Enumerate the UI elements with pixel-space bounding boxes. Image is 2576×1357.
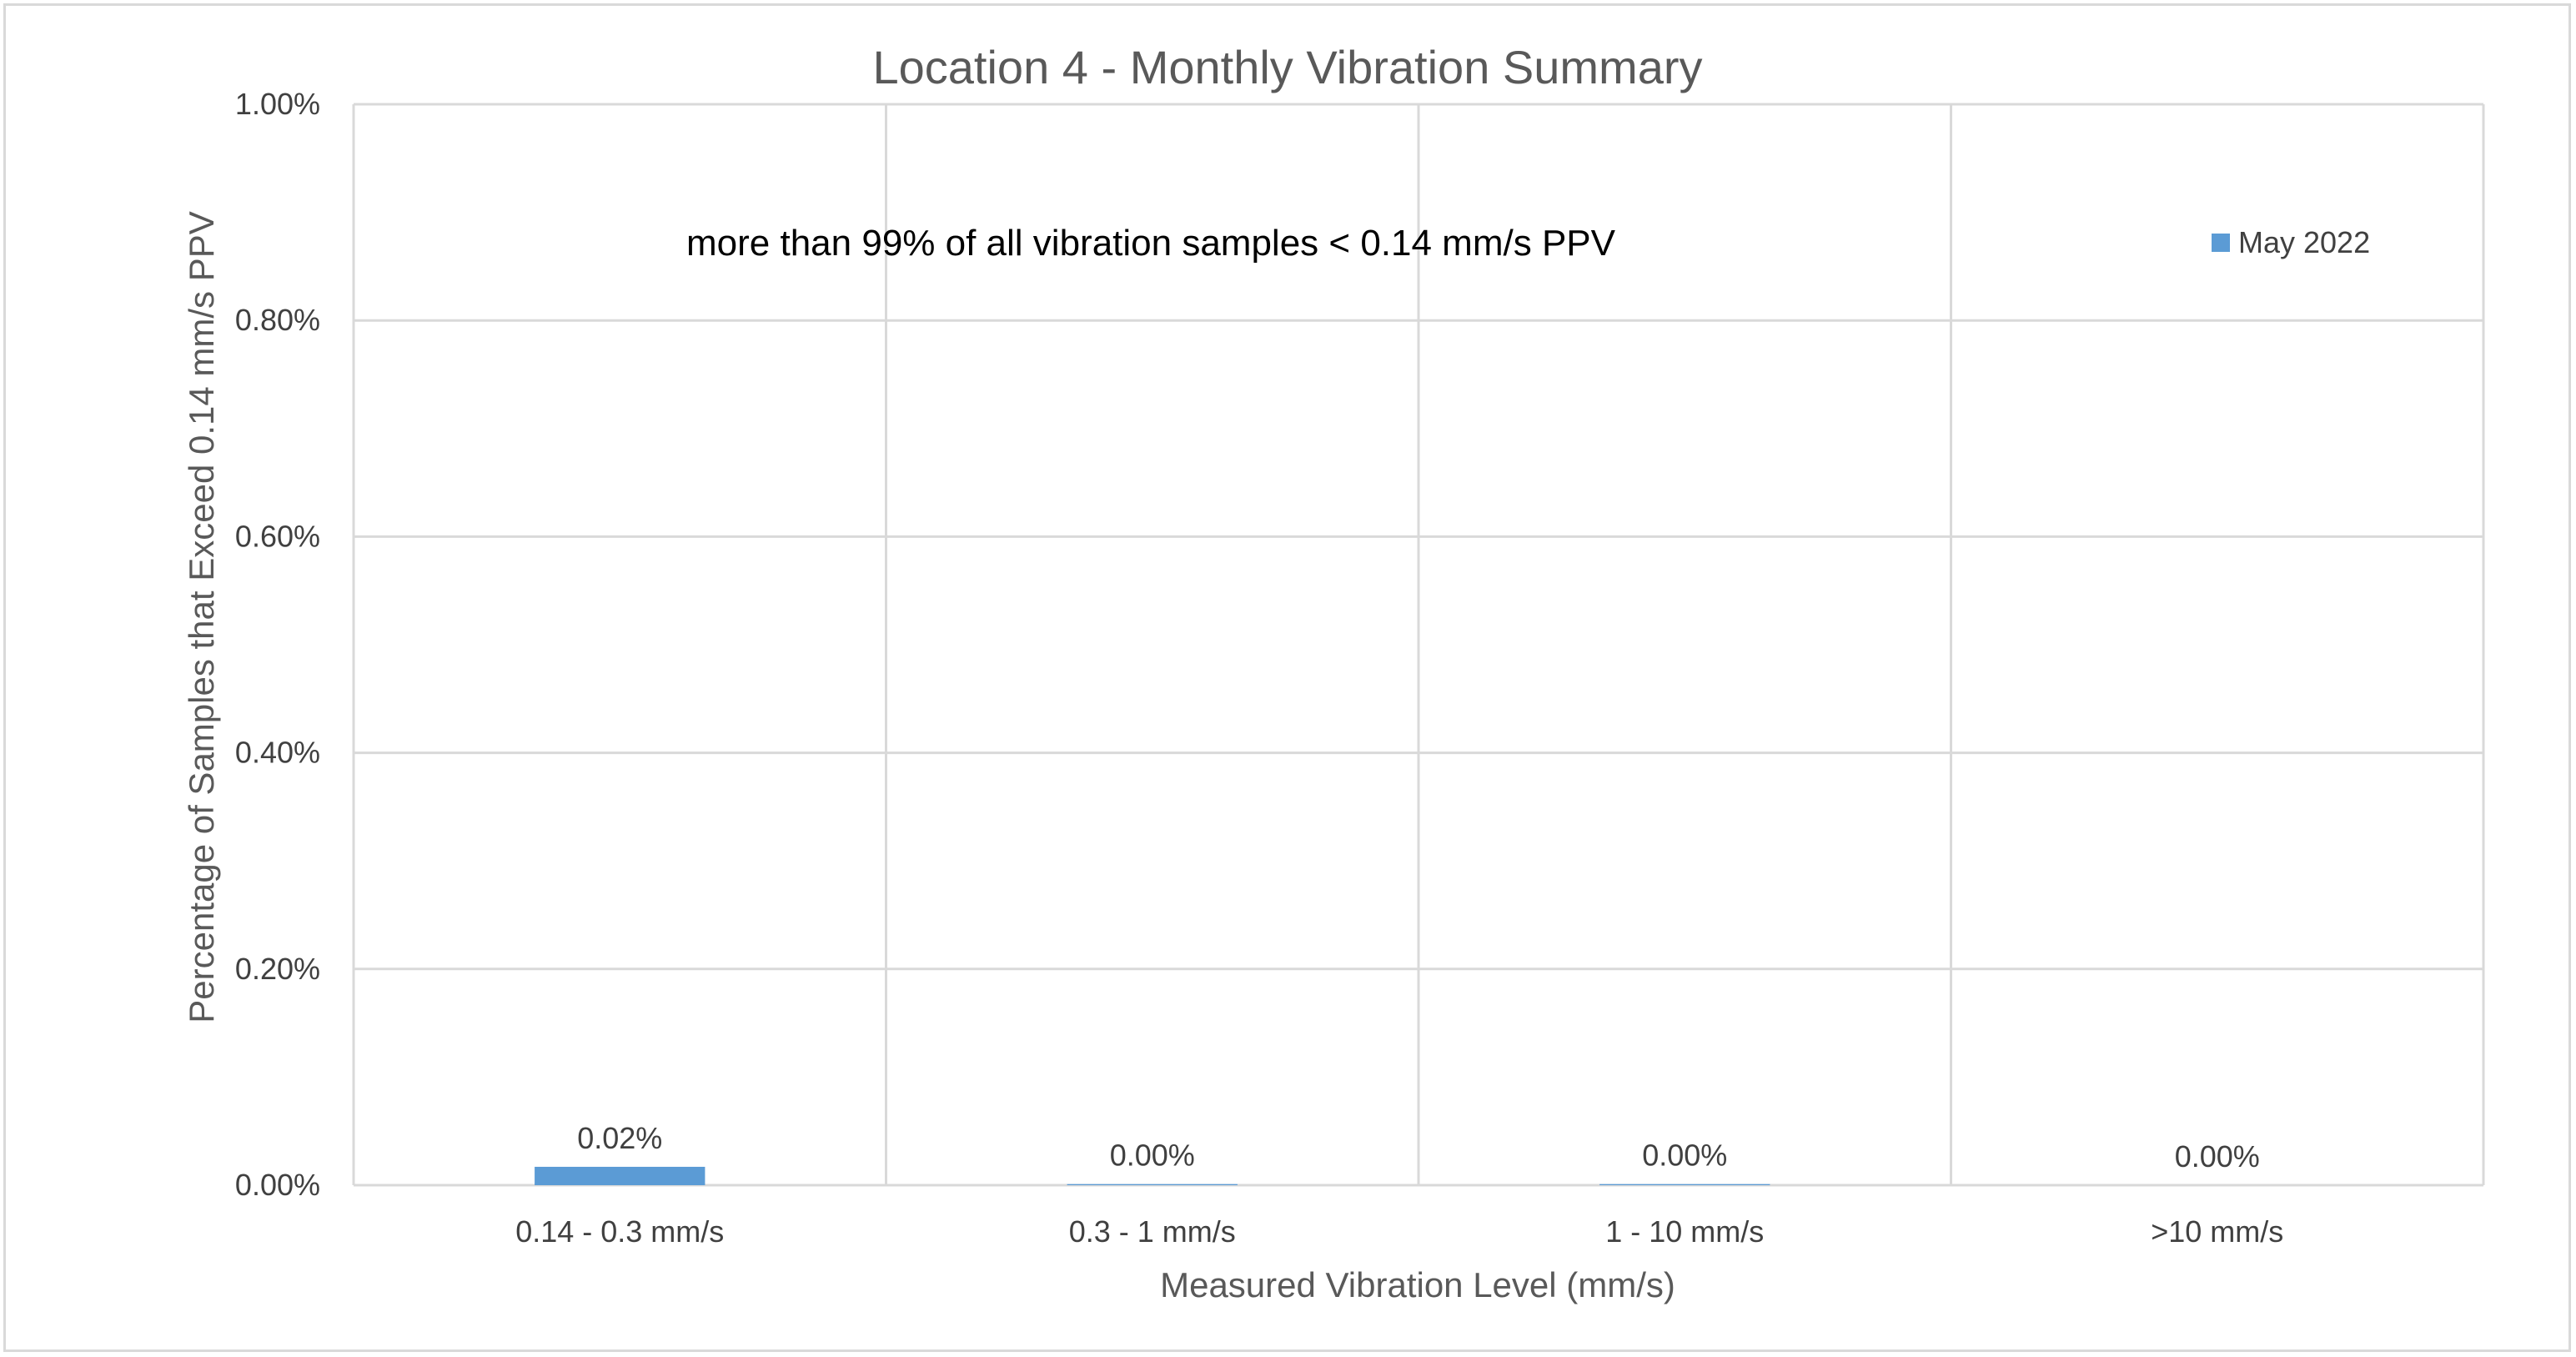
y-axis-tick-labels: 0.00% 0.20% 0.40% 0.60% 0.80% 1.00%: [235, 87, 320, 1202]
y-tick-label: 0.40%: [235, 736, 320, 770]
x-tick-label: 0.14 - 0.3 mm/s: [515, 1214, 724, 1249]
bar: [1067, 1184, 1238, 1185]
y-tick-label: 0.00%: [235, 1168, 320, 1202]
data-label: 0.02%: [577, 1121, 662, 1155]
bars: [535, 1166, 1770, 1185]
chart-annotation: more than 99% of all vibration samples <…: [686, 223, 1616, 264]
chart-frame: [3, 3, 2571, 1352]
y-tick-label: 1.00%: [235, 87, 320, 121]
data-labels: 0.02% 0.00% 0.00% 0.00%: [577, 1121, 2260, 1174]
legend-swatch-may-2022: [2212, 234, 2230, 252]
x-axis-tick-labels: 0.14 - 0.3 mm/s 0.3 - 1 mm/s 1 - 10 mm/s >1…: [515, 1214, 2283, 1249]
chart-title: Location 4 - Monthly Vibration Summary: [873, 41, 1703, 93]
y-tick-label: 0.60%: [235, 519, 320, 553]
x-tick-label: 1 - 10 mm/s: [1605, 1214, 1764, 1249]
data-label: 0.00%: [2175, 1139, 2260, 1174]
gridlines: [352, 103, 2485, 1187]
x-axis-title: Measured Vibration Level (mm/s): [1160, 1265, 1675, 1304]
x-tick-label: >10 mm/s: [2151, 1214, 2283, 1249]
x-tick-label: 0.3 - 1 mm/s: [1069, 1214, 1236, 1249]
legend: May 2022: [2212, 225, 2370, 259]
y-tick-label: 0.20%: [235, 952, 320, 986]
y-tick-label: 0.80%: [235, 303, 320, 337]
data-label: 0.00%: [1642, 1138, 1727, 1173]
y-axis-title: Percentage of Samples that Exceed 0.14 m…: [182, 211, 221, 1023]
legend-label-may-2022: May 2022: [2238, 225, 2370, 259]
data-label: 0.00%: [1110, 1138, 1195, 1173]
bar: [1599, 1184, 1770, 1185]
bar: [535, 1166, 706, 1185]
